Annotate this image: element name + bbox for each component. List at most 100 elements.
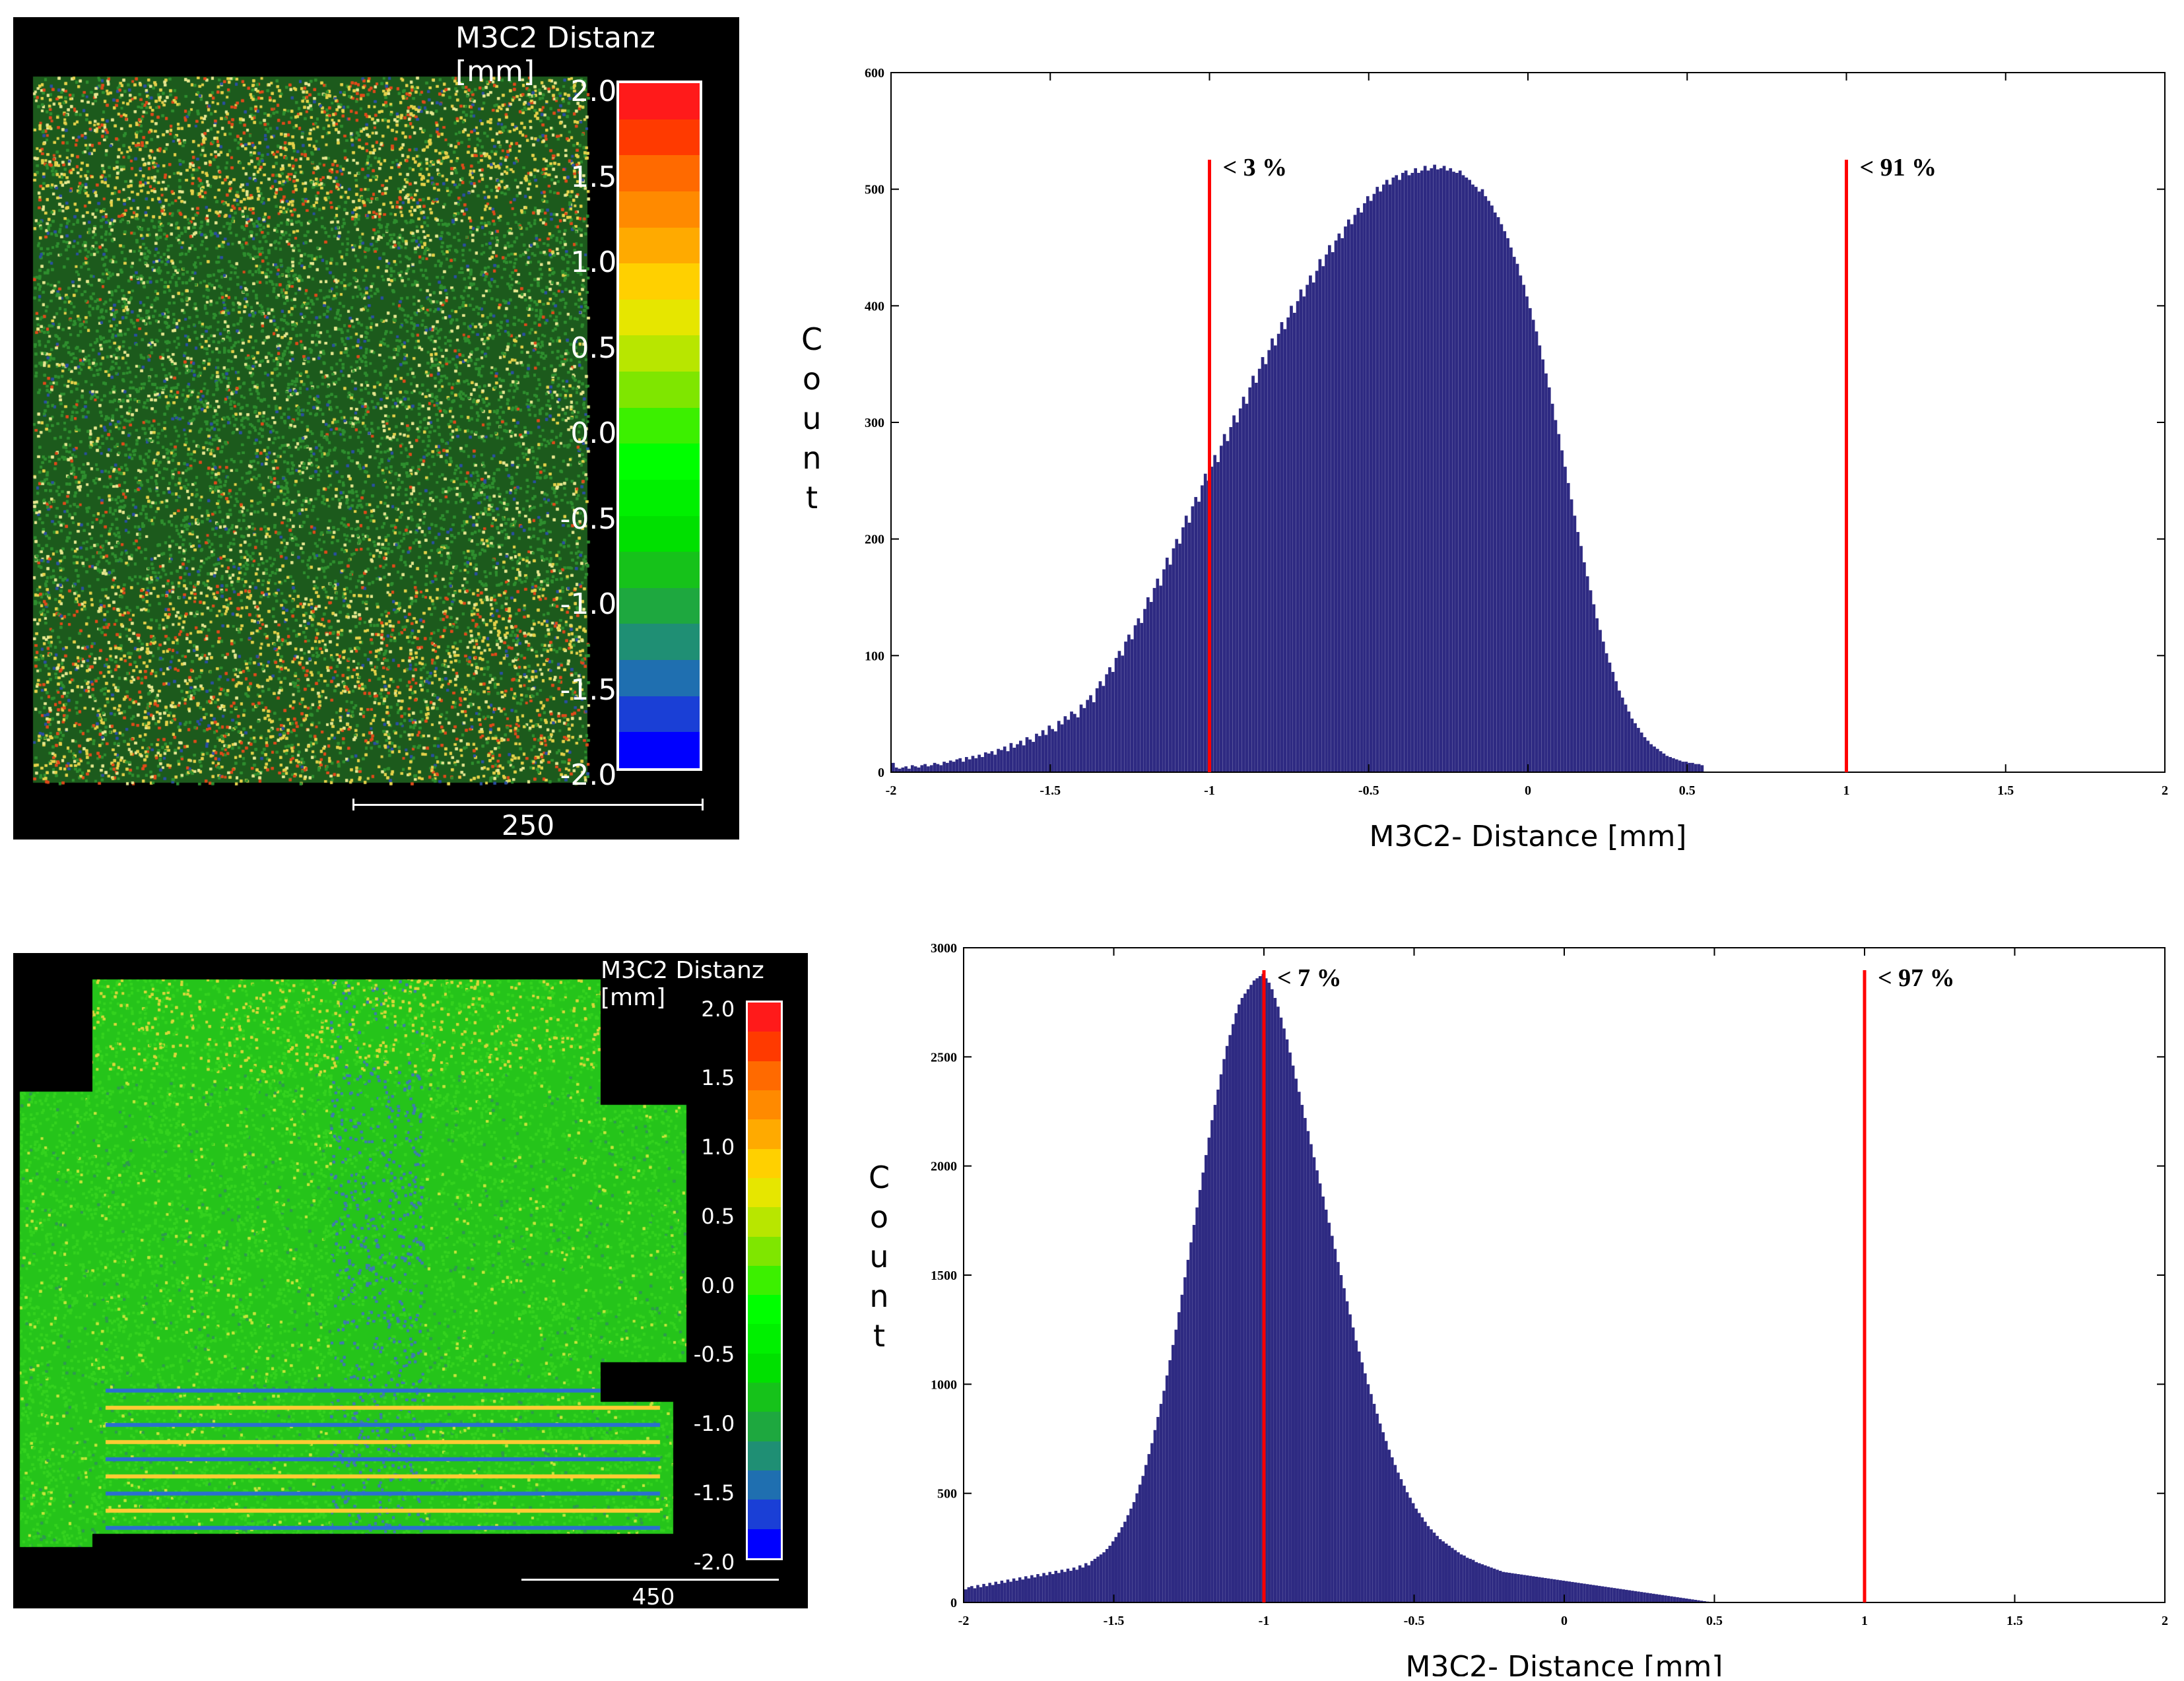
histogram-bar [1261, 357, 1265, 772]
histogram-bar [1312, 1157, 1316, 1602]
histogram-bar [1522, 284, 1526, 772]
histogram-bar [1195, 1207, 1199, 1602]
histogram-bar [1591, 1585, 1595, 1602]
histogram-bar [1414, 168, 1417, 772]
histogram-bar [1060, 724, 1064, 772]
histogram-bar [1391, 178, 1395, 772]
x-axis-label: M3C2- Distance [mm] [1370, 820, 1687, 853]
x-tick-label: -1.5 [1040, 783, 1061, 798]
histogram-bar [1493, 213, 1497, 772]
histogram-bar [1156, 578, 1160, 772]
histogram-bar [1665, 756, 1669, 772]
histogram-bar [1030, 1575, 1034, 1602]
histogram-bar [1579, 546, 1583, 772]
histogram-bar [1236, 422, 1239, 772]
histogram-bar [1700, 765, 1704, 772]
histogram-bar [1426, 1526, 1430, 1602]
histogram-bar [1092, 702, 1096, 772]
histogram-bar [1646, 741, 1650, 772]
histogram-bar [1424, 1521, 1427, 1602]
y-axis-label-letter: n [802, 440, 821, 476]
histogram-bar [1186, 1259, 1190, 1602]
histogram-bar [1418, 1513, 1421, 1602]
histogram-bar [1120, 1527, 1124, 1602]
histogram-bar [1576, 532, 1580, 772]
histogram-bar [1372, 1404, 1376, 1602]
histogram-bar [927, 766, 930, 772]
histogram-bar [1653, 746, 1656, 772]
x-tick-label: -1 [1259, 1614, 1270, 1628]
histogram-bar [990, 751, 994, 772]
histogram-bar [1108, 667, 1111, 772]
histogram-bar [1639, 1592, 1643, 1602]
histogram-bar [1360, 1362, 1364, 1602]
histogram-bar [1452, 172, 1455, 772]
histogram-bar [1573, 515, 1577, 772]
colorbar-segment [748, 1412, 781, 1441]
histogram-bar [1382, 184, 1385, 773]
colorbar-segment [619, 155, 700, 191]
histogram-bar [1300, 1105, 1304, 1602]
colorbar-segment [619, 696, 700, 733]
histogram-bar [1294, 1078, 1298, 1602]
histogram-bar [1153, 1430, 1157, 1602]
histogram-bar [1430, 168, 1434, 772]
colorbar-segment [619, 444, 700, 480]
colorbar-segment [748, 1500, 781, 1529]
histogram-bar [1257, 368, 1261, 772]
histogram-bar [1309, 1144, 1313, 1602]
colorbar-segment [748, 1324, 781, 1354]
histogram-bar [1634, 1591, 1638, 1602]
histogram-bar [1401, 172, 1405, 772]
histogram-bar [1114, 1536, 1118, 1602]
histogram-bar [1041, 730, 1045, 772]
y-tick-label: 2000 [931, 1160, 957, 1174]
histogram-bar [1538, 1577, 1541, 1602]
histogram-bar [1147, 1454, 1151, 1602]
colorbar-segment [619, 372, 700, 408]
histogram-bar [1507, 1573, 1511, 1602]
colorbar-label: -1.5 [560, 673, 617, 707]
histogram-bar [1203, 473, 1207, 772]
colorbar-segment [619, 299, 700, 336]
histogram-bar [1407, 175, 1411, 772]
x-tick-label: 0 [1525, 783, 1531, 798]
histogram-bar [1144, 1465, 1148, 1602]
colorbar-label: -2.0 [560, 758, 617, 793]
colorbar-label: -1.5 [693, 1480, 735, 1505]
colorbar-segment [748, 1265, 781, 1296]
histogram-bar [1697, 764, 1701, 772]
histogram-bar [1114, 657, 1118, 772]
colorbar-segment [748, 1061, 781, 1090]
histogram-bar [1682, 1598, 1685, 1602]
histogram-bar [1468, 180, 1472, 772]
histogram-bar [1417, 172, 1420, 772]
y-axis-label-letter: n [869, 1278, 888, 1314]
histogram-bar [1509, 247, 1513, 772]
histogram-bar [1624, 704, 1628, 772]
histogram-bar [892, 762, 895, 772]
histogram-bar [1684, 762, 1688, 772]
histogram-bar [1177, 1312, 1181, 1602]
histogram-bar [1076, 717, 1080, 772]
colorbar-label: 0.0 [701, 1272, 735, 1298]
histogram-bar [1181, 527, 1185, 772]
histogram-bar [1512, 257, 1516, 773]
y-tick-label: 300 [865, 416, 884, 430]
histogram-bar [1471, 1560, 1475, 1602]
histogram-bar [1271, 338, 1274, 772]
colorbar-segment [748, 1003, 781, 1032]
x-tick-label: 1.5 [2006, 1614, 2023, 1628]
histogram-bar [1546, 1578, 1550, 1602]
histogram-bar [1156, 1416, 1160, 1602]
histogram-bar [923, 764, 927, 772]
histogram-bar [1610, 1587, 1613, 1602]
histogram-bar [1459, 1554, 1463, 1602]
histogram-bar [1063, 1571, 1067, 1602]
histogram-bar [1165, 1375, 1169, 1602]
colorbar-segment [748, 1295, 781, 1325]
histogram-bar [1162, 569, 1166, 772]
histogram-bar [1111, 1541, 1115, 1602]
y-tick-label: 200 [865, 533, 884, 547]
histogram-bar [1296, 301, 1300, 772]
